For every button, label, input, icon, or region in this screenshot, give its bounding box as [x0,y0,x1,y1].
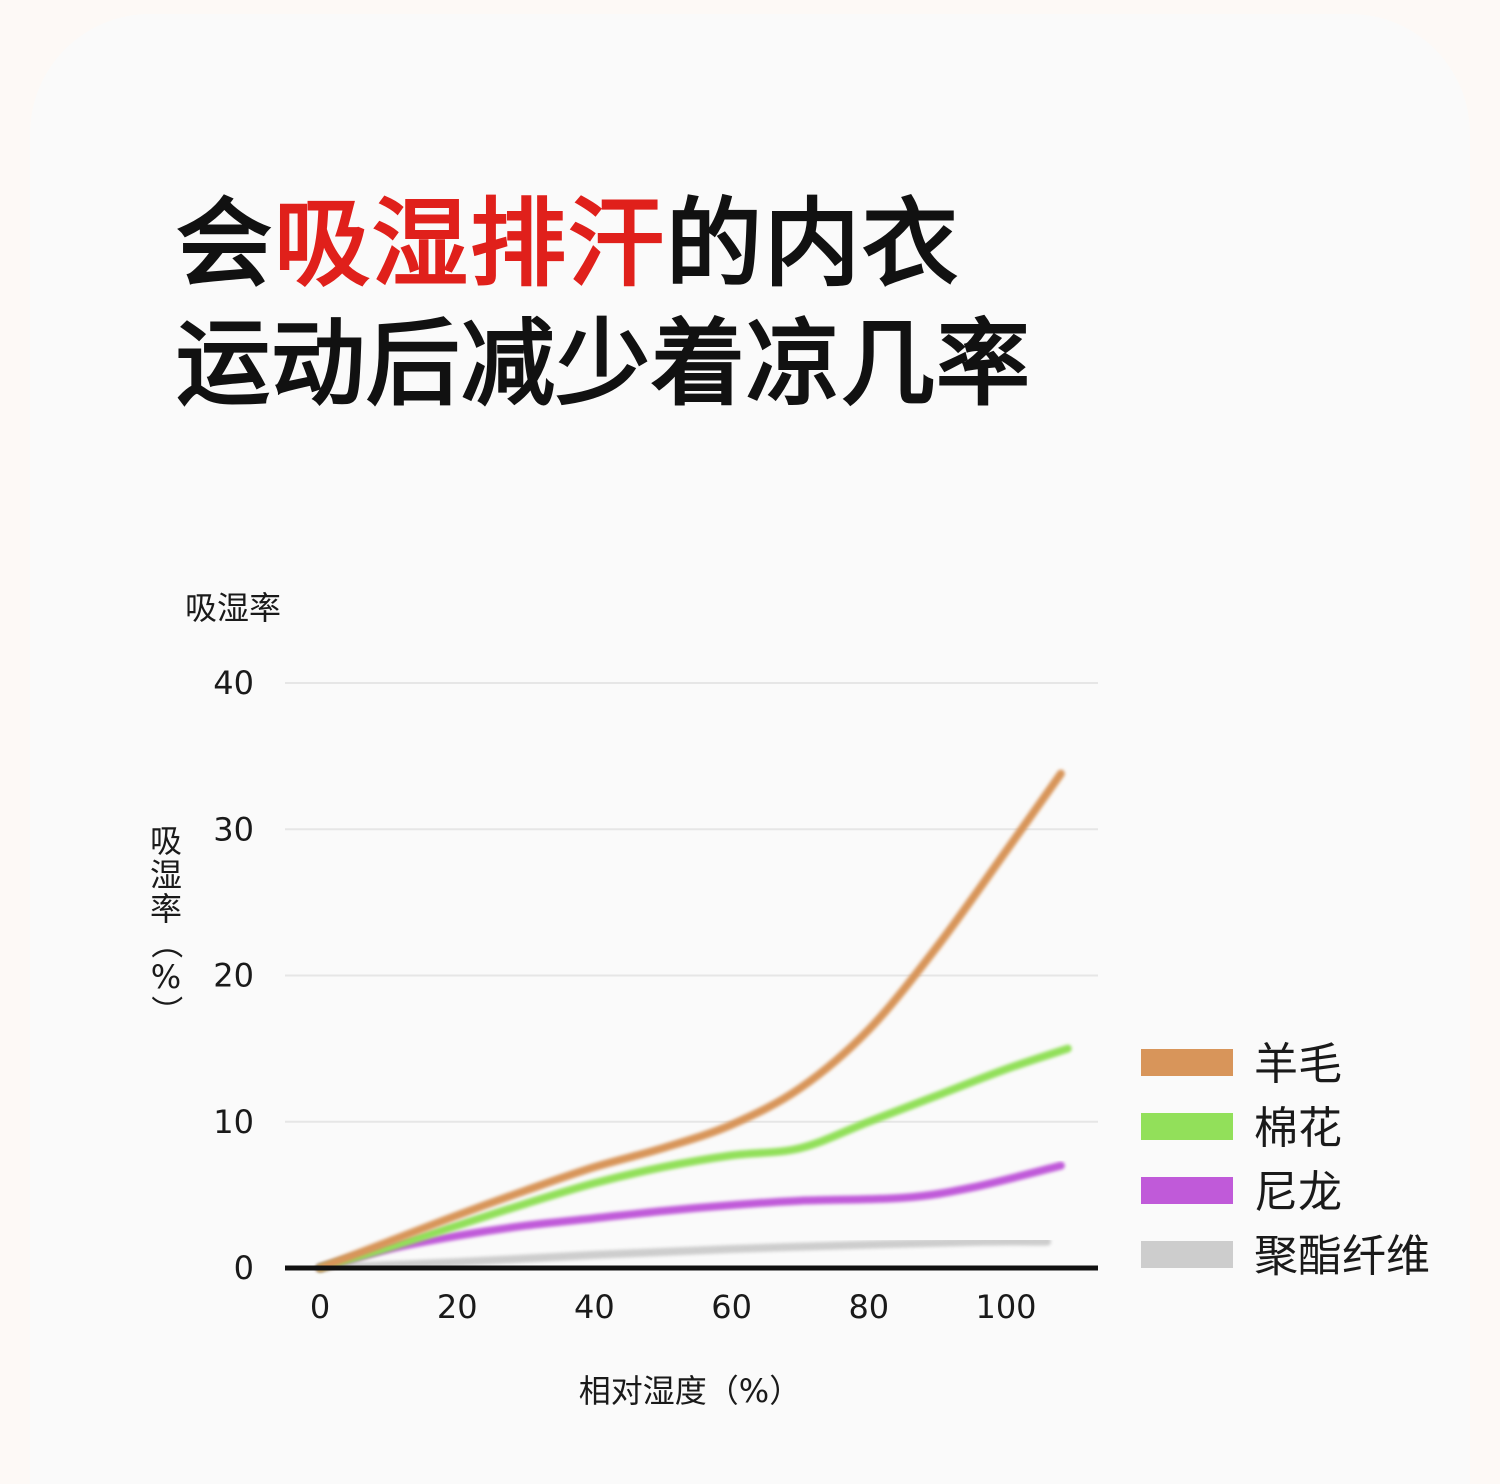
x-tick-label: 40 [574,1288,615,1326]
x-axis-title: 相对湿度（%） [579,1372,801,1410]
legend-label: 聚酯纤维 [1254,1231,1430,1282]
y-axis-title-char: 率 [150,890,182,928]
y-tick-label: 40 [213,664,254,702]
legend-label: 棉花 [1254,1103,1342,1154]
y-tick-labels: 0 10 20 30 40 [213,664,254,1287]
series-line-棉花 [316,1044,1072,1272]
y-axis-title: 吸湿率（%） [147,822,185,1027]
grid-lines [285,682,1098,1123]
legend-swatch [1141,1049,1233,1076]
x-tick-labels: 0 20 40 60 80 100 [310,1288,1037,1326]
card-background [30,14,1470,1484]
y-tick-label: 10 [213,1103,254,1141]
legend-swatch [1141,1177,1233,1204]
x-tick-label: 80 [848,1288,889,1326]
legend-swatch [1141,1113,1233,1140]
y-axis-title-char: % [151,958,181,996]
x-tick-label: 20 [437,1288,478,1326]
y-tick-label: 0 [234,1249,254,1287]
headline-suffix: 的内衣 [666,188,960,300]
series-line-羊毛 [316,769,1065,1272]
series-lines [316,769,1072,1272]
series-line-聚酯纤维 [316,1237,1052,1272]
y-axis-title-char: 吸 [150,822,182,860]
x-tick-label: 100 [975,1288,1036,1326]
legend-label: 羊毛 [1254,1039,1342,1090]
headline-prefix: 会 [176,188,274,300]
legend-swatch [1141,1241,1233,1268]
legend-label: 尼龙 [1254,1167,1342,1218]
y-axis-title-char: 湿 [150,856,182,894]
headline: 会吸湿排汗的内衣 [176,196,960,292]
y-tick-label: 20 [213,957,254,995]
series-line-尼龙 [316,1161,1065,1272]
x-tick-label: 0 [310,1288,330,1326]
y-axis-title-char: ） [147,995,185,1027]
y-axis-corner-label: 吸湿率 [185,589,281,627]
x-tick-label: 60 [711,1288,752,1326]
subheadline: 运动后减少着凉几率 [176,310,1032,419]
headline-highlight: 吸湿排汗 [274,188,666,300]
y-axis-title-char: （ [147,927,185,959]
y-tick-label: 30 [213,810,254,848]
